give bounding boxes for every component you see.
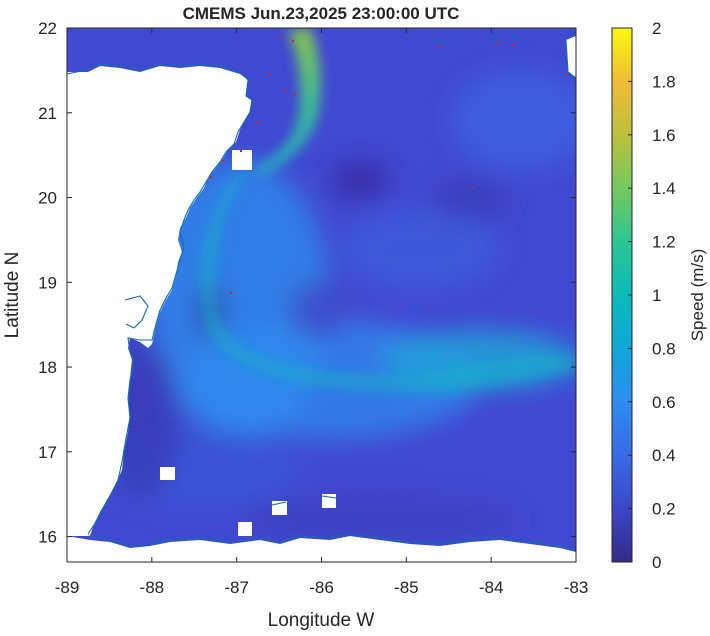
x-axis: -89 -88 -87 -86 -85 -84 -83 bbox=[55, 28, 589, 597]
colorbar-tick-label: 1.6 bbox=[652, 126, 676, 145]
land-belize-honduras bbox=[67, 536, 576, 562]
y-tick-label: 22 bbox=[38, 19, 57, 38]
colorbar-tick-label: 1 bbox=[652, 286, 661, 305]
y-tick-label: 18 bbox=[38, 358, 57, 377]
x-tick-label: -83 bbox=[564, 578, 589, 597]
y-tick-label: 16 bbox=[38, 528, 57, 547]
x-tick-label: -86 bbox=[309, 578, 334, 597]
colorbar-tick-label: 2 bbox=[652, 19, 661, 38]
chart-title: CMEMS Jun.23,2025 23:00:00 UTC bbox=[183, 4, 460, 23]
red-markers bbox=[210, 36, 568, 294]
coastline bbox=[67, 33, 576, 551]
x-tick-label: -89 bbox=[55, 578, 80, 597]
colorbar-tick-label: 0.6 bbox=[652, 393, 676, 412]
colorbar-ticks: 0 0.2 0.4 0.6 0.8 1 1.2 1.4 1.6 1.8 2 bbox=[628, 19, 676, 572]
land-yucatan bbox=[67, 28, 252, 536]
colorbar-tick-label: 0.2 bbox=[652, 500, 676, 519]
y-tick-label: 17 bbox=[38, 443, 57, 462]
y-tick-label: 21 bbox=[38, 104, 57, 123]
x-tick-label: -87 bbox=[224, 578, 249, 597]
y-axis: 16 17 18 19 20 21 22 bbox=[38, 19, 576, 547]
x-axis-label: Longitude W bbox=[268, 610, 375, 631]
map-plot-area bbox=[67, 28, 576, 562]
y-tick-label: 20 bbox=[38, 189, 57, 208]
colorbar-tick-label: 1.4 bbox=[652, 179, 676, 198]
x-tick-label: -84 bbox=[479, 578, 504, 597]
x-tick-label: -88 bbox=[140, 578, 165, 597]
colorbar-tick-label: 0 bbox=[652, 553, 661, 572]
colorbar-tick-label: 1.2 bbox=[652, 233, 676, 252]
colorbar-tick-label: 0.8 bbox=[652, 339, 676, 358]
x-tick-label: -85 bbox=[394, 578, 419, 597]
y-tick-label: 19 bbox=[38, 273, 57, 292]
colorbar-label: Speed (m/s) bbox=[688, 249, 707, 342]
y-axis-label: Latitude N bbox=[2, 252, 23, 339]
colorbar-tick-label: 0.4 bbox=[652, 446, 676, 465]
colorbar-tick-label: 1.8 bbox=[652, 72, 676, 91]
